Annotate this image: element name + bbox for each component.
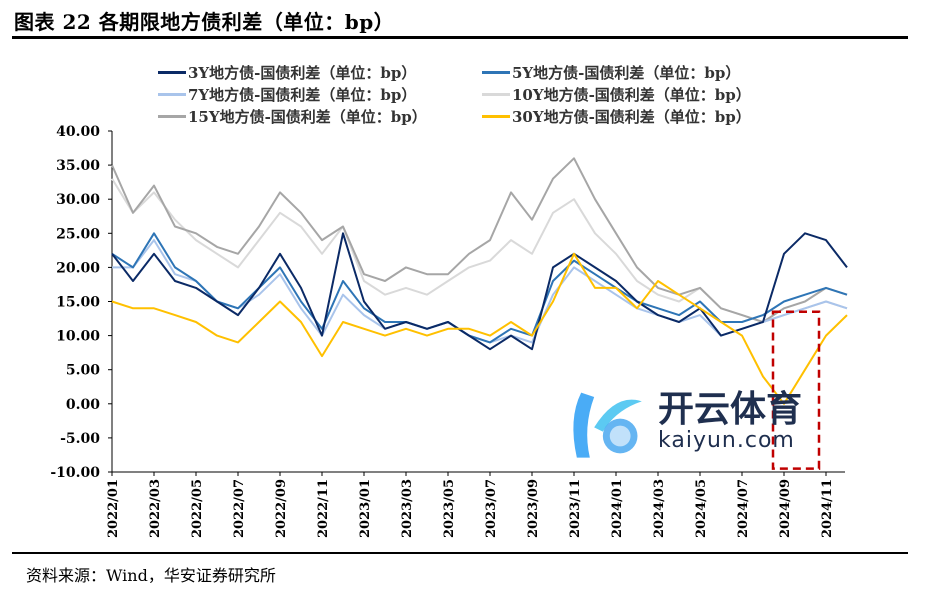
legend-label: 10Y地方债-国债利差（单位：bp） bbox=[512, 85, 751, 104]
y-tick-label: -5.00 bbox=[60, 431, 100, 447]
highlight-dashed-box bbox=[771, 310, 821, 470]
legend-swatch bbox=[482, 70, 510, 74]
y-tick-label: 25.00 bbox=[56, 226, 100, 242]
x-tick-label: 2022/01 bbox=[106, 479, 121, 538]
legend-item: 15Y地方债-国债利差（单位：bp） bbox=[158, 106, 427, 126]
y-tick-label: 0.00 bbox=[66, 397, 100, 413]
x-tick-label: 2023/05 bbox=[442, 479, 457, 538]
bottom-rule bbox=[12, 552, 908, 554]
legend-label: 3Y地方债-国债利差（单位：bp） bbox=[188, 63, 417, 82]
series-line-4 bbox=[111, 157, 848, 323]
legend-swatch bbox=[482, 92, 510, 96]
x-tick-label: 2023/01 bbox=[358, 479, 373, 538]
x-tick-label: 2023/11 bbox=[568, 479, 583, 538]
x-tick-label: 2024/07 bbox=[736, 479, 751, 538]
legend-item: 5Y地方债-国债利差（单位：bp） bbox=[482, 62, 740, 82]
x-tick-label: 2022/05 bbox=[190, 479, 205, 538]
title-rule bbox=[12, 36, 908, 39]
legend-swatch bbox=[158, 70, 186, 74]
y-tick-label: -10.00 bbox=[50, 465, 100, 481]
y-tick-label: 10.00 bbox=[56, 329, 100, 345]
legend-item: 10Y地方债-国债利差（单位：bp） bbox=[482, 84, 751, 104]
legend-item: 7Y地方债-国债利差（单位：bp） bbox=[158, 84, 416, 104]
x-tick-label: 2022/03 bbox=[148, 479, 163, 538]
legend-label: 15Y地方债-国债利差（单位：bp） bbox=[188, 107, 427, 126]
series-line-1 bbox=[111, 232, 848, 344]
watermark-cn: 开云体育 bbox=[658, 389, 803, 430]
x-tick-label: 2022/07 bbox=[232, 479, 247, 538]
series-line-0 bbox=[111, 232, 848, 351]
watermark-logo: 开云体育 kaiyun.com bbox=[560, 384, 830, 462]
legend-item: 3Y地方债-国债利差（单位：bp） bbox=[158, 62, 416, 82]
legend-label: 30Y地方债-国债利差（单位：bp） bbox=[512, 107, 751, 126]
legend-label: 7Y地方债-国债利差（单位：bp） bbox=[188, 85, 417, 104]
legend-swatch bbox=[158, 92, 186, 96]
legend-swatch bbox=[158, 114, 186, 118]
y-tick-label: 40.00 bbox=[56, 124, 100, 140]
x-tick-label: 2023/09 bbox=[526, 479, 541, 538]
x-tick-label: 2023/07 bbox=[484, 479, 499, 538]
x-tick-label: 2023/03 bbox=[400, 479, 415, 538]
x-tick-label: 2022/11 bbox=[316, 479, 331, 538]
series-line-5 bbox=[111, 252, 848, 405]
watermark-en: kaiyun.com bbox=[658, 428, 795, 453]
y-tick-label: 35.00 bbox=[56, 158, 100, 174]
series-line-2 bbox=[112, 239, 848, 344]
y-tick-label: 15.00 bbox=[56, 295, 100, 311]
x-tick-label: 2024/03 bbox=[652, 479, 667, 538]
legend-swatch bbox=[482, 114, 510, 118]
source-note: 资料来源：Wind，华安证券研究所 bbox=[26, 566, 276, 585]
legend-item: 30Y地方债-国债利差（单位：bp） bbox=[482, 106, 751, 126]
series-line-3 bbox=[111, 178, 848, 323]
y-tick-label: 5.00 bbox=[66, 363, 100, 379]
x-tick-label: 2024/05 bbox=[694, 479, 709, 538]
x-tick-label: 2024/09 bbox=[778, 479, 793, 538]
kaiyun-logo-icon bbox=[573, 392, 642, 458]
x-tick-label: 2024/01 bbox=[610, 479, 625, 538]
x-tick-label: 2024/11 bbox=[820, 479, 835, 538]
x-tick-label: 2022/09 bbox=[274, 479, 289, 538]
y-tick-label: 30.00 bbox=[56, 192, 100, 208]
figure-title: 图表 22 各期限地方债利差（单位：bp） bbox=[14, 10, 395, 34]
y-tick-label: 20.00 bbox=[56, 260, 100, 276]
legend-label: 5Y地方债-国债利差（单位：bp） bbox=[512, 63, 741, 82]
